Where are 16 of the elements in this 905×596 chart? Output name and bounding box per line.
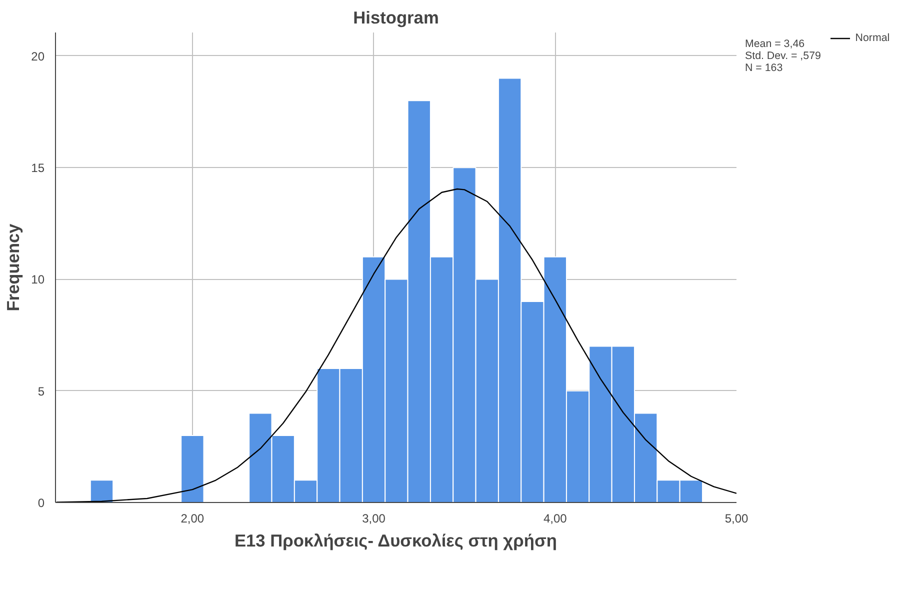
y-tick-label: 15 (31, 161, 45, 176)
y-axis-title: Frequency (3, 223, 24, 312)
chart-title: Histogram (353, 8, 439, 28)
text: Std. Dev. = ,579 (745, 50, 821, 62)
x-axis-title: E13 Προκλήσεις- Δυσκολίες στη χρήση (234, 530, 557, 550)
legend-label: Normal (855, 32, 890, 44)
y-tick-label: 5 (38, 384, 45, 398)
x-tick-label: 4,00 (543, 512, 568, 526)
text: Mean = 3,46 (745, 38, 805, 50)
text: N = 163 (745, 62, 783, 74)
x-tick-label: 3,00 (362, 512, 386, 526)
y-tick-label: 0 (38, 496, 45, 510)
y-tick-label: 20 (31, 49, 45, 64)
y-tick-label: 10 (31, 272, 45, 287)
x-tick-label: 5,00 (724, 512, 749, 526)
x-tick-label: 2,00 (180, 512, 204, 526)
